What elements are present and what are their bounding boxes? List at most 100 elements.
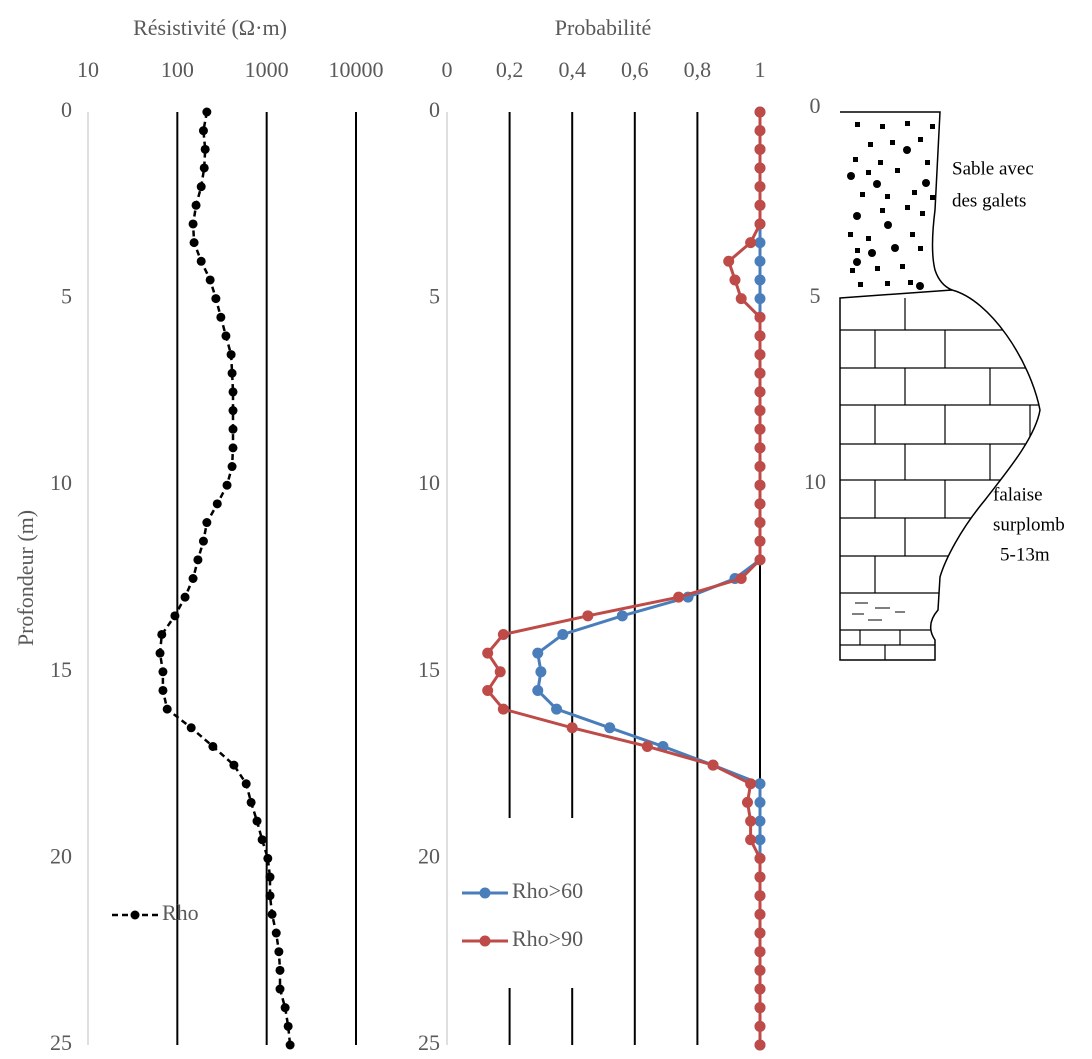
data-point [482, 684, 494, 696]
sand-label: des galets [952, 190, 1026, 211]
data-point [202, 107, 212, 117]
data-point [212, 499, 222, 509]
data-point [754, 946, 766, 958]
lithology-depth-label: 5 [810, 283, 821, 308]
data-point [229, 760, 239, 770]
data-point [157, 629, 167, 639]
data-point [180, 592, 190, 602]
data-point [228, 424, 238, 434]
data-point [275, 965, 285, 975]
data-point [186, 723, 196, 733]
data-point [188, 219, 198, 229]
data-point [222, 480, 232, 490]
legend-marker [130, 910, 140, 920]
data-point [754, 778, 766, 790]
data-point [189, 238, 199, 248]
data-point [241, 779, 251, 789]
data-point [228, 387, 238, 397]
data-point [641, 740, 653, 752]
data-point [196, 182, 206, 192]
data-point [616, 610, 628, 622]
data-point [754, 106, 766, 118]
y-tick-label: 0 [61, 97, 72, 122]
data-point [745, 834, 757, 846]
data-point [754, 349, 766, 361]
data-point [191, 200, 201, 210]
data-point [265, 891, 275, 901]
data-point [226, 350, 236, 360]
data-point [754, 461, 766, 473]
data-point [196, 256, 206, 266]
data-point [754, 330, 766, 342]
data-point [754, 162, 766, 174]
data-point [754, 535, 766, 547]
data-point [754, 871, 766, 883]
data-point [582, 610, 594, 622]
data-point [745, 237, 757, 249]
legend-label: Rho>90 [512, 926, 583, 951]
y-tick-label: 15 [50, 657, 72, 682]
data-point [246, 797, 256, 807]
data-point [604, 722, 616, 734]
data-point [532, 684, 544, 696]
data-point [735, 573, 747, 584]
data-point [566, 722, 578, 734]
legend-marker [479, 887, 491, 899]
data-point [263, 853, 273, 863]
data-point [551, 703, 563, 715]
data-point [482, 647, 494, 659]
data-point [754, 498, 766, 510]
sand-label: Sable avec [952, 158, 1034, 179]
data-point [158, 685, 168, 695]
data-point [198, 126, 208, 136]
data-point [723, 255, 735, 267]
data-point [170, 611, 180, 621]
data-point [267, 909, 277, 919]
limestone-outline [839, 289, 1041, 661]
x-tick-label: 10 [77, 57, 99, 82]
data-point [754, 927, 766, 939]
data-point [754, 983, 766, 995]
data-point [673, 591, 685, 603]
data-point [754, 367, 766, 379]
x-tick-label: 10000 [329, 57, 384, 82]
data-point [494, 666, 506, 678]
y-tick-label: 20 [418, 843, 440, 868]
x-tick-label: 0,8 [684, 57, 712, 82]
data-point [754, 442, 766, 454]
data-point [745, 778, 757, 790]
x-axis-title: Résistivité (Ω·m) [133, 15, 287, 40]
data-point [754, 1020, 766, 1032]
data-point [754, 815, 766, 827]
data-point [754, 479, 766, 491]
data-point [754, 199, 766, 211]
data-point [535, 666, 547, 678]
data-point [252, 816, 262, 826]
x-tick-label: 1 [755, 57, 766, 82]
data-point [202, 518, 212, 528]
x-axis-title: Probabilité [555, 15, 652, 40]
cliff-label: surplomb [993, 514, 1065, 535]
data-point [155, 648, 165, 658]
data-point [158, 667, 168, 677]
data-point [754, 274, 766, 286]
data-point [754, 237, 766, 249]
x-tick-label: 100 [161, 57, 194, 82]
legend-label: Rho>60 [512, 878, 583, 903]
data-point [754, 125, 766, 137]
y-axis-title: Profondeur (m) [13, 510, 38, 646]
cliff-label: 5-13m [1000, 544, 1050, 565]
y-tick-label: 25 [418, 1030, 440, 1055]
data-point [497, 703, 509, 715]
data-point [271, 928, 281, 938]
lithology-depth-label: 10 [804, 469, 826, 494]
data-point [265, 872, 275, 882]
data-point [754, 405, 766, 417]
sand-outline [840, 111, 953, 291]
data-point [754, 386, 766, 398]
data-point [227, 462, 237, 472]
data-point [200, 144, 210, 154]
data-point [754, 1002, 766, 1014]
data-point [199, 163, 209, 173]
